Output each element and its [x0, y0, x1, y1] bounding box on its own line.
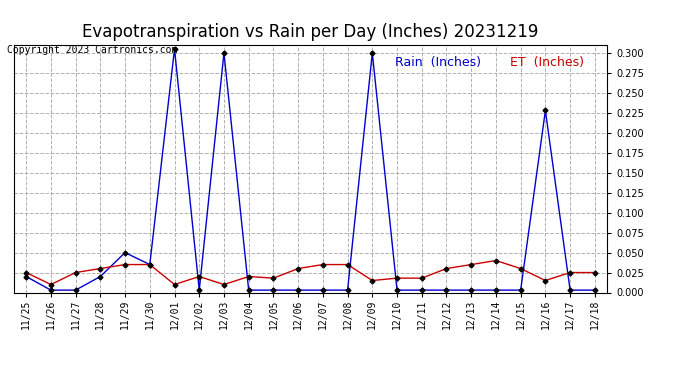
ET  (Inches) [541, 278, 549, 283]
ET  (Inches) [96, 266, 104, 271]
Title: Evapotranspiration vs Rain per Day (Inches) 20231219: Evapotranspiration vs Rain per Day (Inch… [82, 22, 539, 40]
ET  (Inches) [170, 282, 179, 287]
Rain  (Inches) [121, 251, 129, 255]
ET  (Inches) [146, 262, 154, 267]
ET  (Inches) [269, 276, 277, 280]
Rain  (Inches) [344, 288, 352, 292]
ET  (Inches) [47, 282, 55, 287]
ET  (Inches) [368, 278, 377, 283]
Rain  (Inches) [566, 288, 574, 292]
Rain  (Inches) [220, 51, 228, 55]
ET  (Inches) [121, 262, 129, 267]
Rain  (Inches) [294, 288, 302, 292]
Rain  (Inches) [467, 288, 475, 292]
ET  (Inches) [492, 258, 500, 263]
Legend: Rain  (Inches), ET  (Inches): Rain (Inches), ET (Inches) [368, 51, 589, 74]
ET  (Inches) [566, 270, 574, 275]
ET  (Inches) [195, 274, 204, 279]
Rain  (Inches) [170, 47, 179, 51]
ET  (Inches) [442, 266, 451, 271]
Rain  (Inches) [22, 274, 30, 279]
Line: Rain  (Inches): Rain (Inches) [24, 47, 597, 292]
ET  (Inches) [417, 276, 426, 280]
ET  (Inches) [72, 270, 80, 275]
Rain  (Inches) [517, 288, 525, 292]
Rain  (Inches) [72, 288, 80, 292]
ET  (Inches) [393, 276, 401, 280]
Rain  (Inches) [244, 288, 253, 292]
ET  (Inches) [244, 274, 253, 279]
Rain  (Inches) [591, 288, 599, 292]
Rain  (Inches) [96, 274, 104, 279]
ET  (Inches) [220, 282, 228, 287]
ET  (Inches) [344, 262, 352, 267]
Rain  (Inches) [368, 51, 377, 55]
Rain  (Inches) [541, 108, 549, 113]
ET  (Inches) [294, 266, 302, 271]
Rain  (Inches) [319, 288, 327, 292]
ET  (Inches) [517, 266, 525, 271]
ET  (Inches) [319, 262, 327, 267]
Rain  (Inches) [492, 288, 500, 292]
ET  (Inches) [22, 270, 30, 275]
Rain  (Inches) [269, 288, 277, 292]
Rain  (Inches) [146, 262, 154, 267]
Text: Copyright 2023 Cartronics.com: Copyright 2023 Cartronics.com [7, 45, 177, 55]
Rain  (Inches) [195, 288, 204, 292]
Rain  (Inches) [442, 288, 451, 292]
ET  (Inches) [467, 262, 475, 267]
Rain  (Inches) [417, 288, 426, 292]
Rain  (Inches) [47, 288, 55, 292]
ET  (Inches) [591, 270, 599, 275]
Rain  (Inches) [393, 288, 401, 292]
Line: ET  (Inches): ET (Inches) [24, 259, 597, 286]
